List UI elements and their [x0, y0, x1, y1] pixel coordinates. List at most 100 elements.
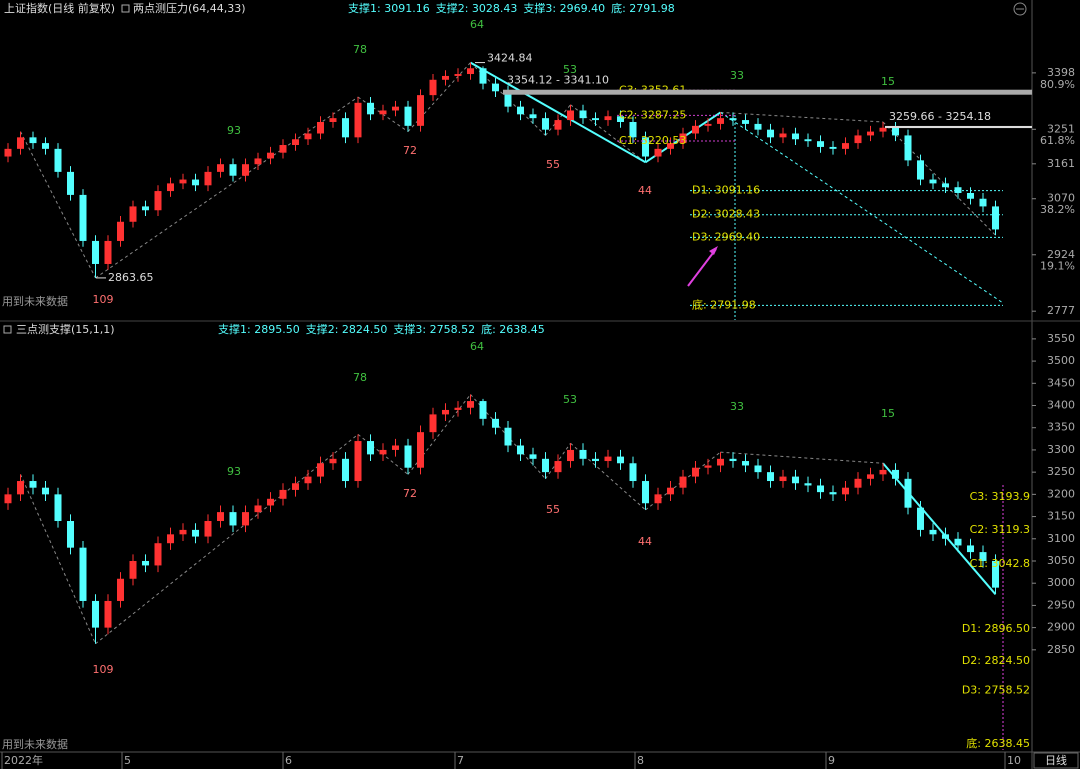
candle-body: [367, 441, 374, 455]
level-label: C1: 3220.53: [619, 134, 686, 147]
candle-body: [604, 116, 612, 121]
candle-body: [742, 120, 749, 124]
candle-body: [904, 135, 912, 161]
header-value: 支撑2: 3028.43: [436, 1, 518, 15]
indicator-name: 三点测支撑(15,1,1): [16, 322, 115, 336]
candle-body: [404, 445, 412, 468]
candle-body: [454, 74, 462, 76]
wave-label: 109: [93, 663, 114, 676]
x-tick-label: 6: [285, 754, 292, 767]
trend-line: [470, 61, 646, 164]
y-tick-label: 3000: [1047, 576, 1075, 589]
fib-label: 38.2%: [1040, 203, 1075, 216]
candle-body: [929, 179, 937, 184]
x-tick-label: 5: [124, 754, 131, 767]
wave-label: 44: [638, 535, 652, 548]
candle-body: [817, 141, 824, 147]
wave-label: 64: [470, 340, 484, 353]
x-tick-label: 10: [1007, 754, 1021, 767]
y-tick-label: 3150: [1047, 510, 1075, 523]
candle-body: [117, 221, 124, 241]
chart-title: 上证指数(日线 前复权): [4, 1, 115, 15]
candle-body: [304, 476, 312, 484]
candle-body: [17, 137, 24, 149]
wave-line: [20, 474, 96, 644]
candle-body: [979, 552, 987, 561]
candle-body: [379, 449, 387, 455]
candle-body: [879, 127, 887, 132]
candle-body: [479, 68, 487, 84]
fib-label: 61.8%: [1040, 134, 1075, 147]
candle-body: [979, 198, 987, 207]
candle-body: [792, 476, 799, 484]
candle-body: [342, 458, 349, 482]
candle-body: [304, 133, 312, 140]
candle-body: [742, 461, 749, 466]
wave-label: 15: [881, 75, 895, 88]
candle-body: [317, 121, 324, 134]
candle-body: [54, 148, 62, 172]
candle-body: [42, 143, 49, 149]
candle-body: [642, 481, 649, 504]
candle-body: [792, 133, 799, 140]
candle-body: [79, 547, 87, 601]
candle-body: [154, 543, 162, 566]
point-label: 2863.65: [108, 271, 154, 284]
candle-body: [692, 125, 699, 134]
candle-body: [329, 458, 337, 464]
candle-body: [592, 118, 599, 121]
candle-body: [67, 521, 74, 548]
candle-body: [617, 116, 624, 122]
candle-body: [104, 600, 112, 628]
wave-line: [570, 104, 646, 163]
wave-line: [882, 121, 996, 236]
candle-body: [967, 545, 974, 553]
candle-body: [642, 137, 649, 157]
y-tick-label: 3400: [1047, 399, 1075, 412]
candle-body: [342, 118, 349, 138]
candle-body: [17, 481, 24, 495]
level-label: C1: 3042.8: [970, 557, 1030, 570]
y-tick-label: 2900: [1047, 621, 1075, 634]
y-tick-label: 3200: [1047, 487, 1075, 500]
wave-label: 72: [403, 487, 417, 500]
candle-body: [129, 560, 137, 579]
level-label: 底: 2791.98: [692, 297, 756, 311]
candle-body: [767, 472, 774, 482]
candle-body: [517, 106, 524, 115]
candle-body: [992, 206, 999, 230]
candle-body: [704, 465, 712, 468]
x-tick-label: 7: [457, 754, 464, 767]
candle-body: [592, 458, 599, 462]
fib-label: 80.9%: [1040, 78, 1075, 91]
header-value: 支撑1: 2895.50: [218, 322, 300, 336]
y-tick-label: 2950: [1047, 598, 1075, 611]
candle-body: [604, 456, 612, 462]
candle-body: [379, 110, 387, 115]
x-tick-label: 8: [637, 754, 644, 767]
candle-body: [292, 483, 299, 490]
wave-label: 78: [353, 43, 367, 56]
arrow-head: [709, 246, 718, 255]
candle-body: [367, 102, 374, 115]
level-label: C2: 3119.3: [970, 523, 1030, 536]
settings-icon[interactable]: [1013, 2, 1027, 16]
candle-body: [242, 512, 249, 526]
price-band: [503, 89, 1032, 95]
candle-body: [4, 494, 12, 504]
candle-body: [192, 529, 199, 537]
candle-body: [829, 146, 837, 149]
candle-body: [67, 171, 74, 195]
candle-body: [504, 91, 512, 107]
wave-label: 15: [881, 407, 895, 420]
candle-body: [529, 454, 537, 459]
y-tick-label: 3161: [1047, 157, 1075, 170]
candle-body: [429, 79, 437, 96]
period-box[interactable]: [1033, 752, 1079, 769]
candle-body: [867, 474, 874, 479]
wave-label: 93: [227, 465, 241, 478]
fib-label: 19.1%: [1040, 259, 1075, 272]
trend-line: [882, 462, 997, 595]
candle-body: [267, 152, 274, 159]
